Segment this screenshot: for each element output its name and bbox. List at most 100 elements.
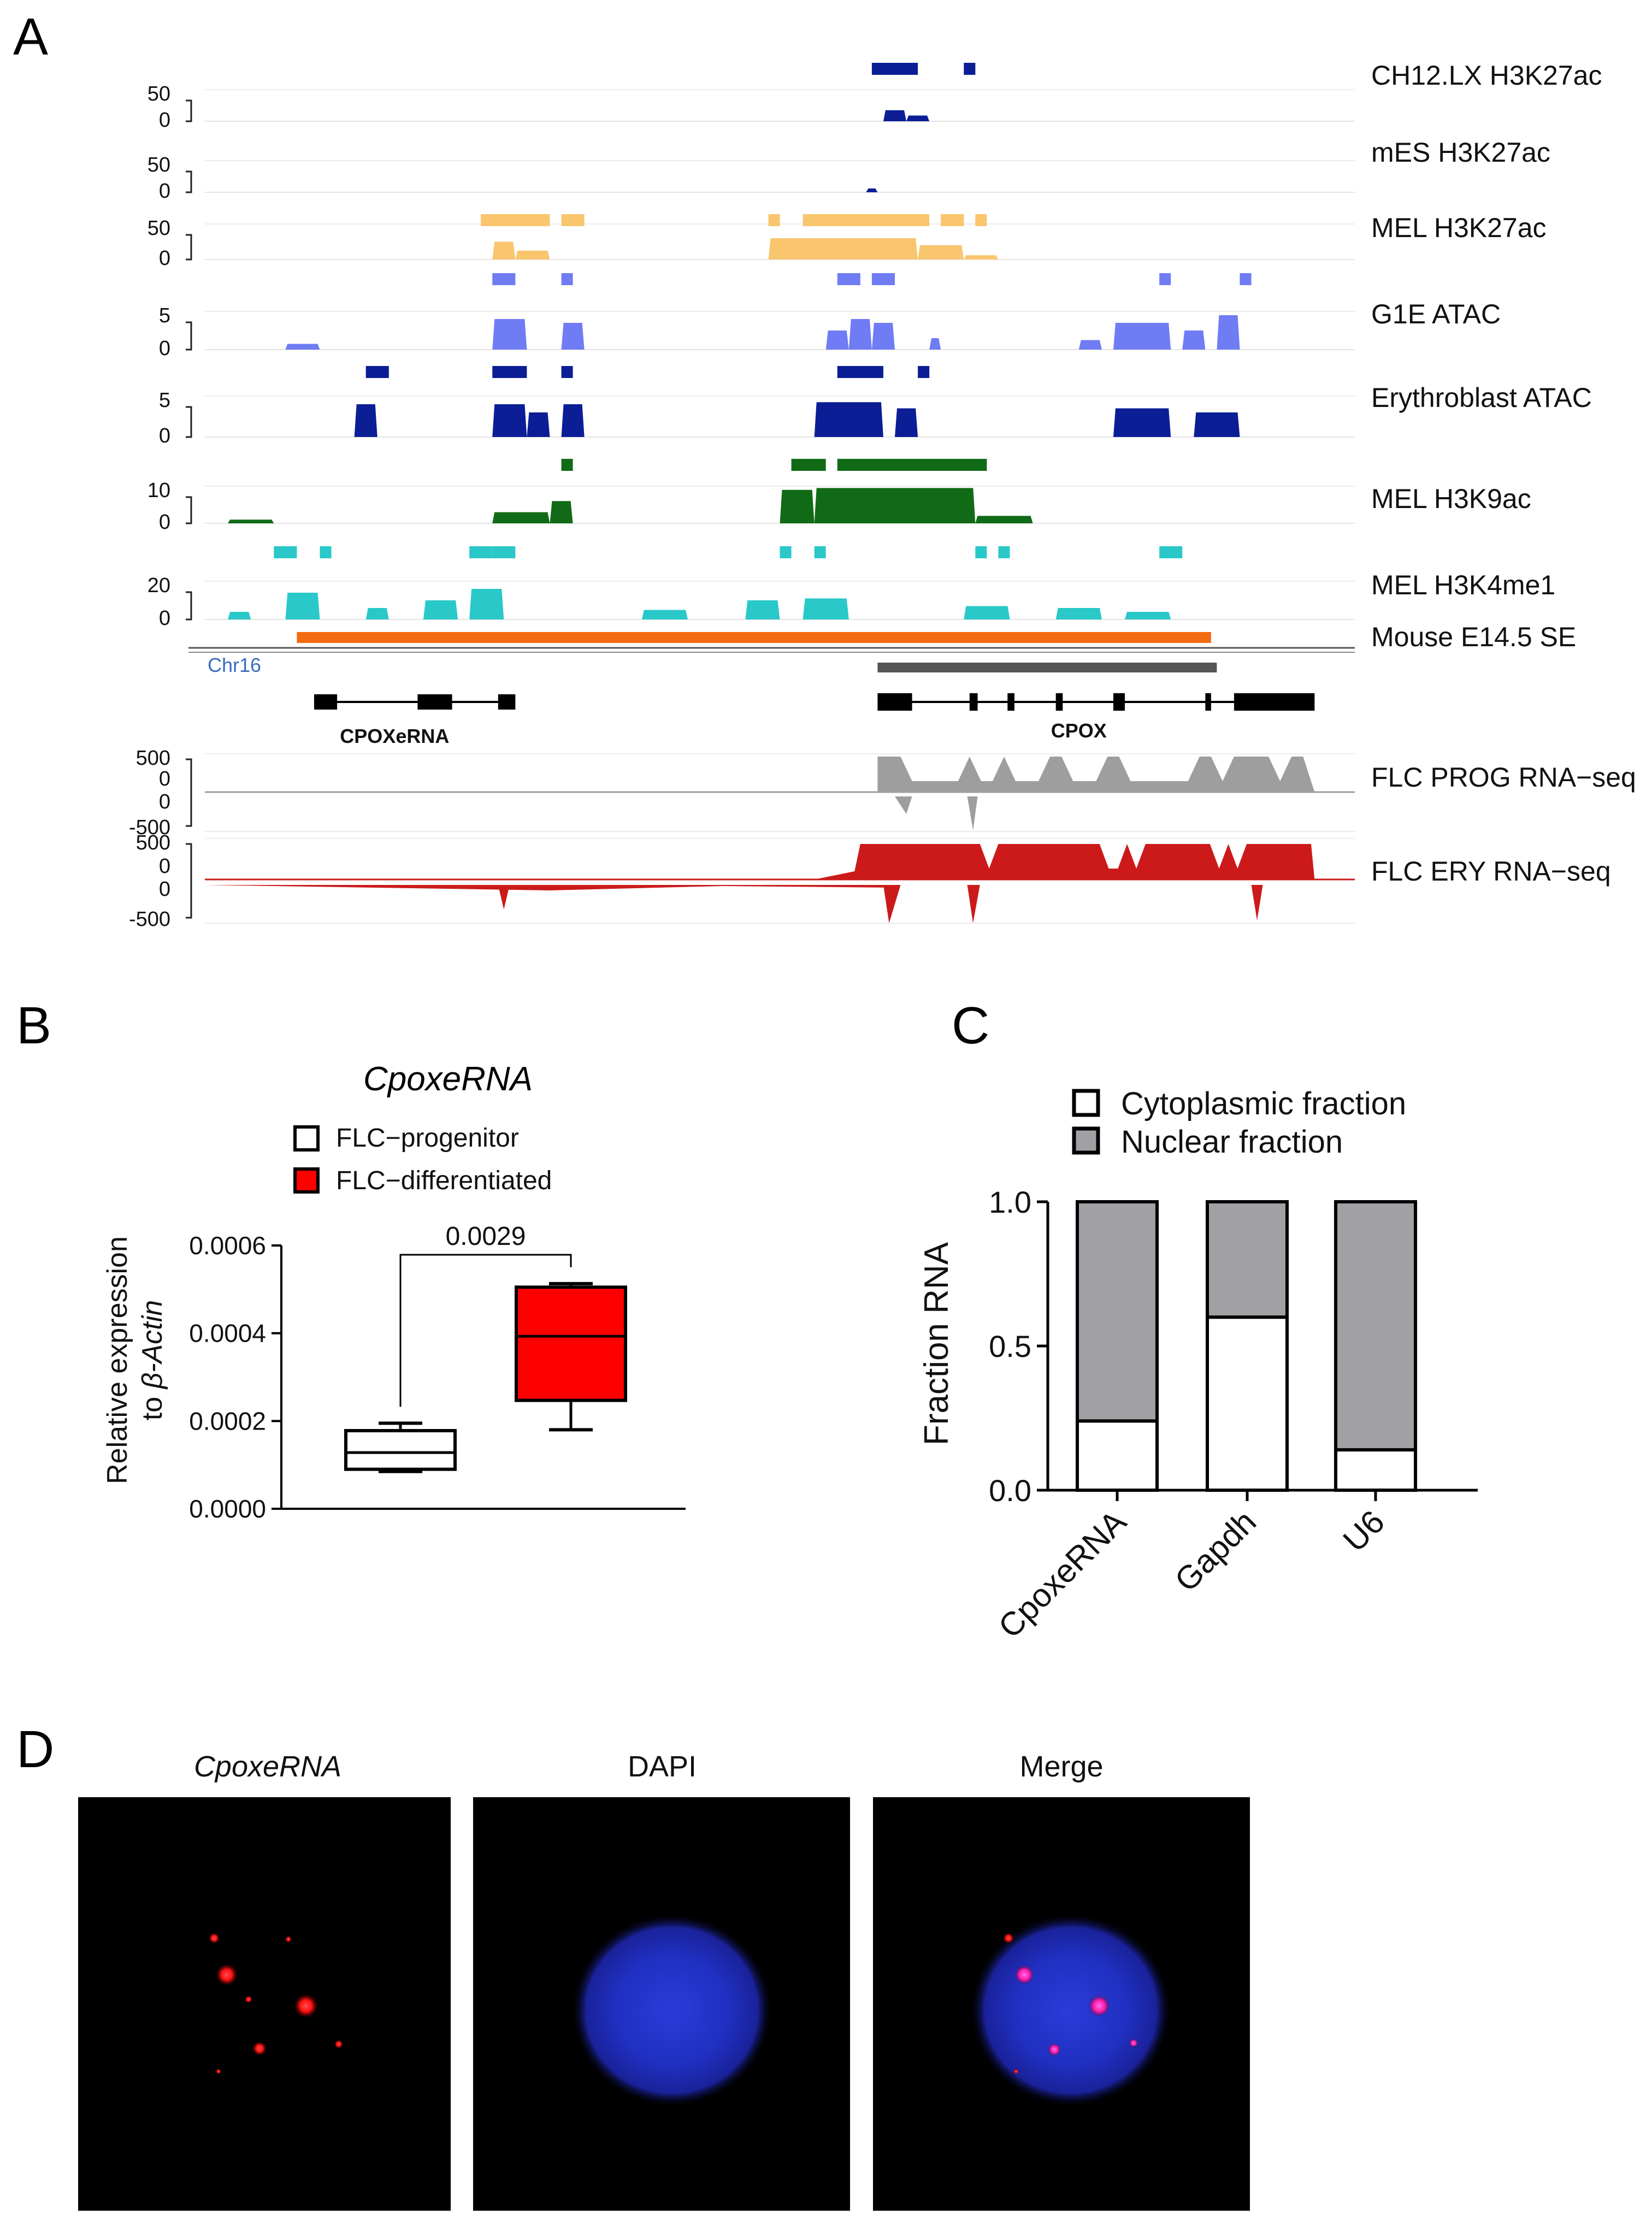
rna-scale-label: 0 xyxy=(159,790,170,813)
microscopy-image-merge xyxy=(873,1797,1250,2211)
track-scale-min: 0 xyxy=(159,607,170,630)
signal-peak xyxy=(492,319,527,350)
fish-spot xyxy=(216,1964,238,1986)
rna-scale-label: -500 xyxy=(129,908,170,931)
signal-peak xyxy=(918,245,964,259)
rna-signal-positive xyxy=(877,757,1315,792)
track-label: Erythroblast ATAC xyxy=(1371,382,1592,413)
track-label: mES H3K27ac xyxy=(1371,137,1550,168)
y-tick-label: 0.0004 xyxy=(189,1319,266,1348)
track-scale-max: 50 xyxy=(148,217,170,240)
track-scale-min: 0 xyxy=(159,180,170,203)
fish-spot xyxy=(1003,1933,1014,1944)
gene-exon xyxy=(1055,693,1063,711)
legend-swatch-nuclear xyxy=(1072,1126,1100,1155)
peak-call-bar xyxy=(964,63,976,75)
signal-peak xyxy=(561,404,585,437)
peak-call-bar xyxy=(803,214,930,226)
rna-signal-negative xyxy=(883,885,901,923)
peak-call-bar xyxy=(918,366,930,378)
signal-peak xyxy=(883,110,907,121)
track-scale-bracket xyxy=(186,496,192,524)
fish-spot xyxy=(1014,1965,1034,1985)
signal-peak xyxy=(866,188,878,192)
rna-scale-label: 0 xyxy=(159,855,170,878)
microscopy-title-merge: Merge xyxy=(1019,1750,1103,1783)
peak-call-bar xyxy=(469,546,493,558)
fish-spot xyxy=(334,2040,343,2048)
gene-exon xyxy=(1007,693,1014,711)
bar-segment xyxy=(1076,1200,1159,1423)
signal-peak xyxy=(1113,408,1171,437)
box-body xyxy=(515,1285,627,1402)
peak-call-bar xyxy=(274,546,297,558)
fish-spot xyxy=(1088,1995,1110,2017)
track-label: CH12.LX H3K27ac xyxy=(1371,60,1602,91)
fish-spot xyxy=(1013,2069,1019,2074)
nucleus xyxy=(571,1913,773,2107)
signal-peak xyxy=(641,610,688,619)
track-scale-min: 0 xyxy=(159,247,170,270)
microscopy-title-cpoxerna: CpoxeRNA xyxy=(194,1750,341,1783)
x-tick-label: U6 xyxy=(1336,1503,1392,1559)
x-tick-label: CpoxeRNA xyxy=(992,1503,1134,1645)
x-tick-label: Gapdh xyxy=(1167,1503,1263,1599)
gene-exon xyxy=(969,693,978,711)
box-body xyxy=(344,1429,457,1471)
signal-peak xyxy=(871,323,895,350)
legend-swatch-cytoplasmic xyxy=(1072,1089,1100,1117)
track-scale-max: 10 xyxy=(148,479,170,502)
rna-scale-label: 500 xyxy=(136,831,170,854)
signal-peak xyxy=(848,319,872,350)
fish-spot xyxy=(252,2041,267,2056)
signal-peak xyxy=(1182,330,1206,350)
track-scale-bracket xyxy=(186,406,192,438)
microscopy-panel: CpoxeRNA DAPI Merge xyxy=(78,1750,1250,2211)
signal-peak xyxy=(1125,612,1171,619)
y-axis-label-italic: β-Actin xyxy=(137,1300,168,1390)
peak-call-bar xyxy=(561,273,573,285)
peak-call-bar xyxy=(492,546,516,558)
peak-call-bar xyxy=(975,546,987,558)
track-scale-max: 50 xyxy=(148,82,170,105)
signal-peak xyxy=(228,519,274,523)
y-tick-label: 0.0000 xyxy=(189,1495,266,1523)
signal-peak xyxy=(515,250,550,259)
signal-peak xyxy=(228,612,251,619)
rna-signal-positive xyxy=(814,844,1315,879)
track-scale-min: 0 xyxy=(159,109,170,132)
fish-spot xyxy=(245,1995,252,2003)
microscopy-title-dapi: DAPI xyxy=(628,1750,697,1783)
signal-peak xyxy=(561,323,585,350)
rna-scale-bracket xyxy=(186,758,192,827)
box-plot-area: 0.0000 0.0002 0.0004 0.0006 0.0029 xyxy=(189,1222,686,1523)
track-label: MEL H3K27ac xyxy=(1371,212,1547,243)
peak-call-bar xyxy=(837,366,883,378)
peak-call-bar xyxy=(561,366,573,378)
signal-peak xyxy=(780,489,815,523)
rna-scale-label: 500 xyxy=(136,747,170,770)
fish-spot xyxy=(285,1936,292,1942)
gene-exon xyxy=(417,694,452,710)
signal-peak xyxy=(354,404,377,437)
fish-spot xyxy=(294,1994,318,2018)
y-axis-label-line2: to β-Actin xyxy=(137,1300,168,1420)
significance-bracket xyxy=(399,1254,572,1407)
y-tick-label: 0.0002 xyxy=(189,1407,266,1435)
peak-call-bar xyxy=(780,546,792,558)
y-axis-label-fraction: Fraction RNA xyxy=(918,1242,955,1445)
signal-peak xyxy=(964,255,999,259)
peak-call-bar xyxy=(871,63,918,75)
gene-exon xyxy=(1205,693,1211,711)
track-scale-bracket xyxy=(186,591,192,621)
bar-segment xyxy=(1334,1448,1417,1492)
y-axis-label-line1: Relative expression xyxy=(102,1236,133,1484)
peak-call-bar xyxy=(871,273,895,285)
y-tick-label: 1.0 xyxy=(989,1185,1031,1219)
track-label: G1E ATAC xyxy=(1371,299,1501,329)
track-scale-bracket xyxy=(186,321,192,351)
signal-peak xyxy=(1055,608,1102,619)
peak-call-bar xyxy=(941,214,964,226)
